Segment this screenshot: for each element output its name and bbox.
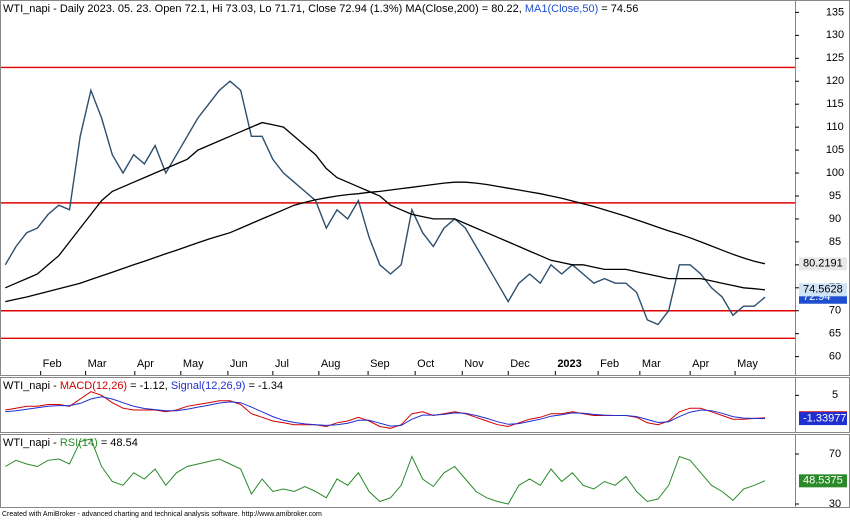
y-tick-label: 120 <box>826 75 844 87</box>
x-tick-label: Mar <box>642 358 661 370</box>
series-line <box>5 391 766 429</box>
series-line <box>4 80 766 326</box>
x-tick-label: Jun <box>230 358 248 370</box>
title-part: RSI(14) <box>60 437 98 449</box>
x-tick-label: Apr <box>137 358 154 370</box>
panel-title: WTI_napi - RSI(14) = 48.54 <box>3 437 138 449</box>
title-part: MA1(Close,50) <box>525 3 598 15</box>
x-tick-label: Sep <box>370 358 390 370</box>
y-tick-label: 115 <box>826 98 844 110</box>
series-line <box>5 181 766 303</box>
series-line <box>5 121 766 291</box>
x-tick-label: Apr <box>692 358 709 370</box>
title-part: MACD(12,26) <box>60 380 127 392</box>
y-tick-label: 90 <box>829 213 841 225</box>
last-value-box <box>799 412 847 426</box>
title-part: Signal(12,26,9) <box>171 380 246 392</box>
x-tick-label: May <box>737 358 758 370</box>
y-tick-label: 5 <box>832 389 838 401</box>
x-tick-label: Nov <box>464 358 484 370</box>
y-tick-label: 70 <box>829 448 841 460</box>
y-tick-label: 100 <box>826 167 844 179</box>
x-tick-label: 2023 <box>557 358 581 370</box>
last-value-label: 74.5628 <box>803 284 843 296</box>
y-tick-label: 60 <box>829 351 841 363</box>
last-value-box <box>799 474 847 488</box>
footer: Created with AmiBroker - advanced charti… <box>2 511 322 518</box>
last-value-box <box>799 257 847 271</box>
y-tick-label: 30 <box>829 498 841 510</box>
series-line <box>5 396 766 427</box>
y-tick-label: 130 <box>826 29 844 41</box>
title-part: = 48.54 <box>98 437 138 449</box>
x-tick-label: Mar <box>88 358 107 370</box>
x-tick-label: May <box>183 358 204 370</box>
title-part: = -1.12, <box>127 380 171 392</box>
x-tick-label: Jul <box>275 358 289 370</box>
panel-title: WTI_napi - MACD(12,26) = -1.12, Signal(1… <box>3 380 283 392</box>
x-tick-label: Aug <box>321 358 341 370</box>
last-value-label: -1.33977 <box>803 412 846 424</box>
y-tick-label: 85 <box>829 236 841 248</box>
x-tick-label: Oct <box>417 358 434 370</box>
y-tick-label: 105 <box>826 144 844 156</box>
y-tick-label: 65 <box>829 328 841 340</box>
series-line <box>5 438 766 505</box>
title-part: WTI_napi - <box>3 380 60 392</box>
x-tick-label: Feb <box>600 358 619 370</box>
y-tick-label: 110 <box>826 121 844 133</box>
panel-title: WTI_napi - Daily 2023. 05. 23. Open 72.1… <box>3 3 638 15</box>
last-value-box <box>799 283 847 297</box>
y-tick-label: 125 <box>826 52 844 64</box>
title-part: = -1.34 <box>245 380 283 392</box>
last-value-label: 80.2191 <box>803 258 843 270</box>
x-tick-label: Dec <box>510 358 530 370</box>
title-part: = 74.56 <box>598 3 638 15</box>
title-part: WTI_napi - Daily 2023. 05. 23. Open 72.1… <box>3 3 525 15</box>
y-tick-label: 135 <box>826 6 844 18</box>
y-tick-label: 95 <box>829 190 841 202</box>
x-tick-label: Feb <box>43 358 62 370</box>
y-tick-label: 70 <box>829 305 841 317</box>
last-value-label: 48.5375 <box>803 475 843 487</box>
title-part: WTI_napi - <box>3 437 60 449</box>
